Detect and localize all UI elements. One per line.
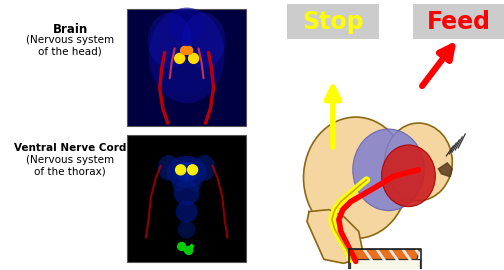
Ellipse shape [172, 174, 185, 192]
Ellipse shape [385, 123, 452, 201]
Ellipse shape [158, 155, 179, 181]
Polygon shape [350, 259, 420, 270]
Polygon shape [307, 210, 364, 263]
Polygon shape [351, 249, 419, 261]
Ellipse shape [181, 13, 225, 68]
Ellipse shape [194, 155, 216, 181]
Circle shape [175, 53, 184, 63]
Ellipse shape [178, 221, 196, 238]
FancyBboxPatch shape [413, 4, 504, 39]
Text: Ventral Nerve Cord: Ventral Nerve Cord [14, 143, 127, 153]
Ellipse shape [149, 8, 224, 103]
Ellipse shape [148, 13, 192, 68]
Ellipse shape [382, 145, 435, 207]
FancyBboxPatch shape [287, 4, 379, 39]
Circle shape [188, 53, 199, 63]
Text: of the head): of the head) [38, 46, 102, 56]
Ellipse shape [303, 117, 408, 238]
Circle shape [184, 46, 193, 55]
Ellipse shape [187, 174, 202, 192]
Text: Brain: Brain [52, 23, 88, 36]
Ellipse shape [353, 129, 424, 211]
Circle shape [178, 242, 185, 250]
FancyBboxPatch shape [127, 135, 246, 262]
Ellipse shape [174, 180, 200, 206]
Circle shape [180, 46, 188, 55]
Text: of the thorax): of the thorax) [34, 167, 106, 177]
Circle shape [187, 165, 198, 175]
Ellipse shape [162, 55, 212, 95]
Polygon shape [438, 163, 452, 177]
Polygon shape [349, 269, 421, 270]
Ellipse shape [169, 8, 205, 43]
Ellipse shape [167, 156, 207, 188]
Ellipse shape [174, 162, 200, 182]
Text: Feed: Feed [427, 9, 491, 33]
Text: Stop: Stop [302, 9, 364, 33]
Circle shape [176, 165, 185, 175]
Text: (Nervous system: (Nervous system [26, 35, 114, 45]
FancyBboxPatch shape [127, 9, 246, 126]
Text: (Nervous system: (Nervous system [26, 155, 114, 165]
Ellipse shape [176, 201, 198, 222]
Circle shape [184, 247, 193, 254]
